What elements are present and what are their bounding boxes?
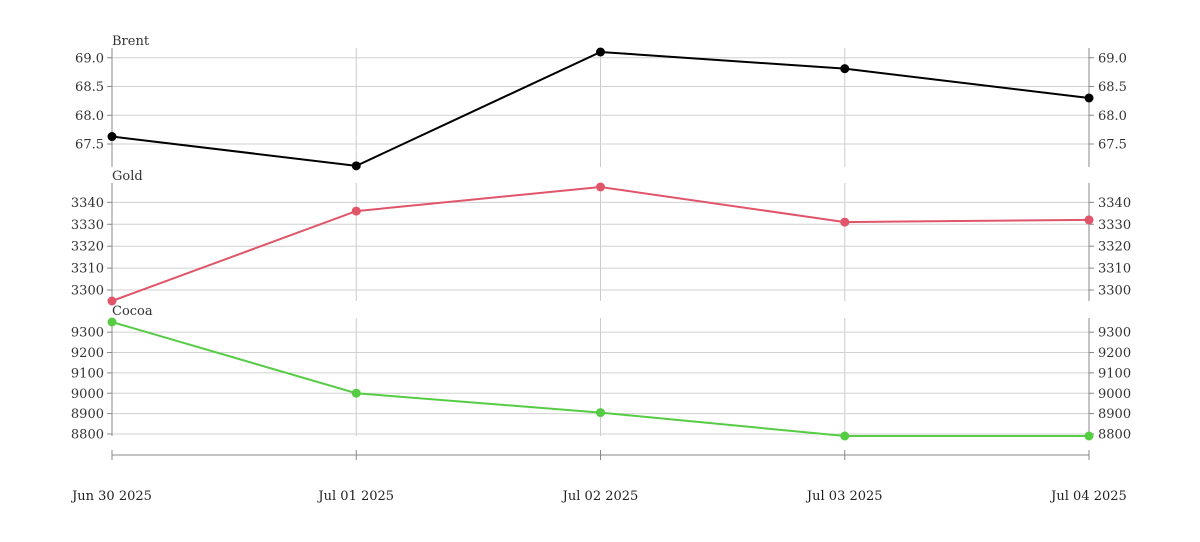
- gold-left-tick-label: 3330: [71, 218, 104, 233]
- gold-data-point: [1084, 215, 1094, 225]
- gold-data-point: [596, 182, 605, 192]
- cocoa-right-tick-label: 8900: [1098, 407, 1131, 422]
- cocoa-left-tick-label: 9200: [71, 346, 104, 361]
- cocoa-right-tick-label: 9300: [1098, 326, 1131, 341]
- brent-data-point: [596, 47, 605, 57]
- cocoa-data-point: [1084, 431, 1094, 441]
- gold-right-tick-label: 3320: [1098, 240, 1131, 255]
- brent-right-tick-label: 68.5: [1098, 80, 1127, 95]
- gold-left-tick-label: 3310: [71, 262, 104, 277]
- x-tick-label: Jul 04 2025: [1049, 489, 1127, 504]
- gold-data-point: [351, 206, 361, 216]
- gold-panel-title: Gold: [112, 169, 143, 184]
- gold-right-tick-label: 3340: [1098, 196, 1131, 211]
- brent-data-point: [351, 161, 361, 171]
- gold-left-tick-label: 3300: [71, 284, 104, 299]
- cocoa-right-tick-label: 8800: [1098, 427, 1131, 442]
- x-tick-label: Jul 03 2025: [805, 489, 883, 504]
- brent-right-tick-label: 68.0: [1098, 109, 1127, 124]
- gold-data-point: [107, 296, 117, 306]
- cocoa-right-tick-label: 9200: [1098, 346, 1131, 361]
- x-tick-label: Jul 02 2025: [561, 489, 639, 504]
- cocoa-left-tick-label: 9000: [71, 387, 104, 402]
- brent-right-tick-label: 69.0: [1098, 51, 1127, 66]
- cocoa-panel: 8800 8800 8900 8900 9000 9000 9100 9100 9200 9200…: [71, 304, 1131, 442]
- brent-left-tick-label: 69.0: [75, 51, 104, 66]
- cocoa-panel-title: Cocoa: [112, 304, 153, 319]
- brent-data-point: [107, 132, 117, 142]
- x-axis: Jun 30 2025 Jul 01 2025 Jul 02 2025 Jul 03 …: [70, 450, 1127, 504]
- brent-data-point: [1084, 93, 1094, 103]
- gold-data-point: [840, 217, 850, 227]
- cocoa-data-point: [596, 408, 605, 418]
- brent-right-tick-label: 67.5: [1098, 138, 1127, 153]
- brent-panel-title: Brent: [112, 34, 150, 49]
- gold-right-tick-label: 3330: [1098, 218, 1131, 233]
- brent-data-point: [840, 64, 850, 74]
- cocoa-data-point: [840, 431, 850, 441]
- cocoa-left-tick-label: 9300: [71, 326, 104, 341]
- gold-right-tick-label: 3310: [1098, 262, 1131, 277]
- cocoa-right-tick-label: 9100: [1098, 366, 1131, 381]
- brent-panel: 67.5 67.5 68.0 68.0 68.5 68.5 69.0 69.0 Brent: [75, 34, 1127, 171]
- brent-left-tick-label: 68.5: [75, 80, 104, 95]
- gold-panel: 3300 3300 3310 3310 3320 3320 3330 3330 3340 3340…: [71, 169, 1131, 306]
- gold-left-tick-label: 3340: [71, 196, 104, 211]
- x-tick-label: Jul 01 2025: [316, 489, 394, 504]
- brent-left-tick-label: 68.0: [75, 109, 104, 124]
- brent-left-tick-label: 67.5: [75, 138, 104, 153]
- x-tick-label: Jun 30 2025: [70, 489, 152, 504]
- chart-panels: 67.5 67.5 68.0 68.0 68.5 68.5 69.0 69.0 Brent 330…: [71, 34, 1131, 442]
- cocoa-right-tick-label: 9000: [1098, 387, 1131, 402]
- gold-right-tick-label: 3300: [1098, 284, 1131, 299]
- cocoa-left-tick-label: 8900: [71, 407, 104, 422]
- cocoa-left-tick-label: 9100: [71, 366, 104, 381]
- gold-left-tick-label: 3320: [71, 240, 104, 255]
- cocoa-data-point: [351, 388, 361, 398]
- cocoa-left-tick-label: 8800: [71, 427, 104, 442]
- cocoa-data-point: [107, 317, 117, 327]
